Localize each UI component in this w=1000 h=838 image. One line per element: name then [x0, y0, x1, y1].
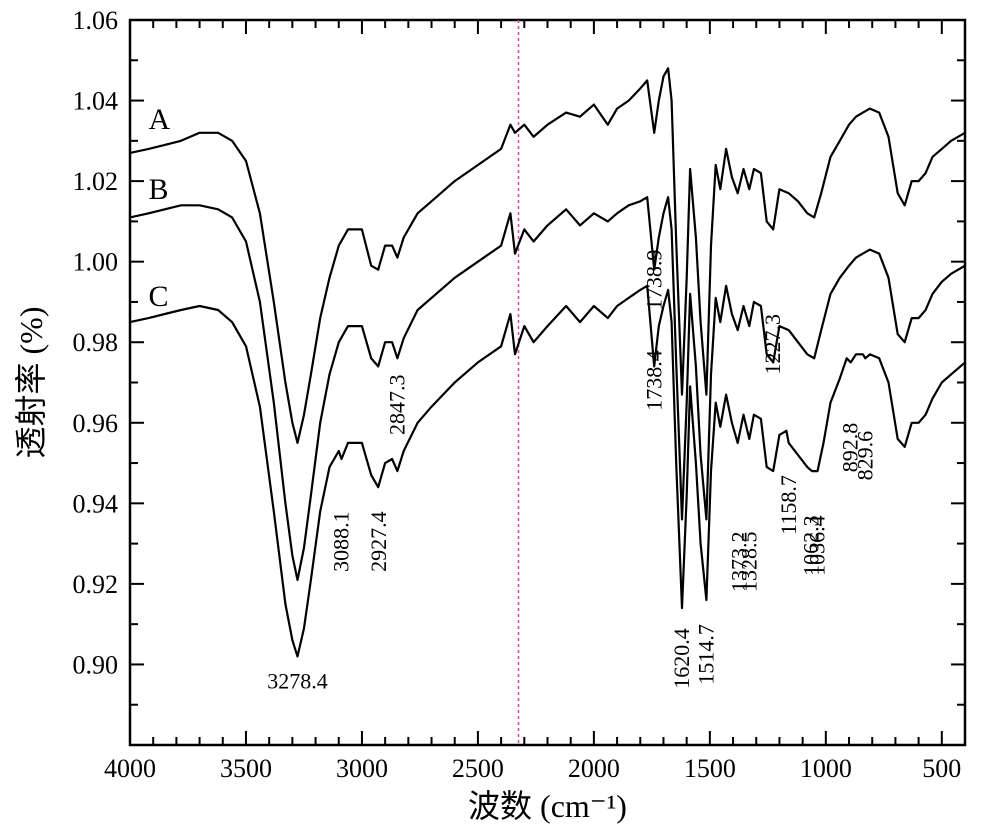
y-tick-label: 0.98 [73, 328, 119, 357]
y-tick-label: 1.04 [73, 87, 119, 116]
series-label-B: B [149, 173, 169, 206]
peak-label: 829.6 [852, 431, 877, 481]
series-label-C: C [149, 280, 169, 313]
series-label-A: A [149, 103, 171, 136]
peak-label: 2847.3 [384, 374, 409, 435]
x-tick-label: 2500 [452, 754, 504, 783]
peak-label: 1036.4 [804, 515, 829, 576]
peak-label: 1738.9 [642, 250, 667, 310]
y-tick-label: 0.96 [73, 409, 119, 438]
y-axis-title: 透射率 (%) [13, 307, 49, 459]
y-tick-label: 1.02 [73, 167, 119, 196]
chart-svg: 4000 3500 3000 2500 2000 1500 1000 500 0.90 0.92 0… [0, 0, 1000, 838]
peak-label: 3088.1 [329, 511, 354, 572]
peak-label: 1738.4 [642, 350, 667, 411]
x-tick-label: 3000 [336, 754, 388, 783]
peak-label: 3278.4 [267, 669, 328, 694]
ftir-spectrum-chart: 4000 3500 3000 2500 2000 1500 1000 500 0.90 0.92 0… [0, 0, 1000, 838]
x-tick-label: 1000 [800, 754, 852, 783]
peak-label: 2927.4 [366, 511, 391, 572]
y-tick-label: 0.90 [73, 650, 119, 679]
y-tick-label: 1.06 [73, 6, 119, 35]
x-tick-label: 1500 [684, 754, 736, 783]
x-axis-title: 波数 (cm⁻¹) [468, 788, 627, 824]
y-tick-label: 0.92 [73, 570, 119, 599]
x-tick-label: 3500 [220, 754, 272, 783]
peak-label: 1620.4 [669, 628, 694, 689]
x-tick-label: 500 [922, 754, 961, 783]
peak-label: 1227.3 [760, 314, 785, 375]
y-tick-label: 0.94 [73, 489, 119, 518]
x-tick-label: 4000 [104, 754, 156, 783]
peak-label: 1514.7 [693, 624, 718, 685]
peak-label: 1328.5 [737, 532, 762, 593]
y-tick-label: 1.00 [73, 248, 119, 277]
x-tick-label: 2000 [568, 754, 620, 783]
peak-label: 1158.7 [776, 475, 801, 535]
